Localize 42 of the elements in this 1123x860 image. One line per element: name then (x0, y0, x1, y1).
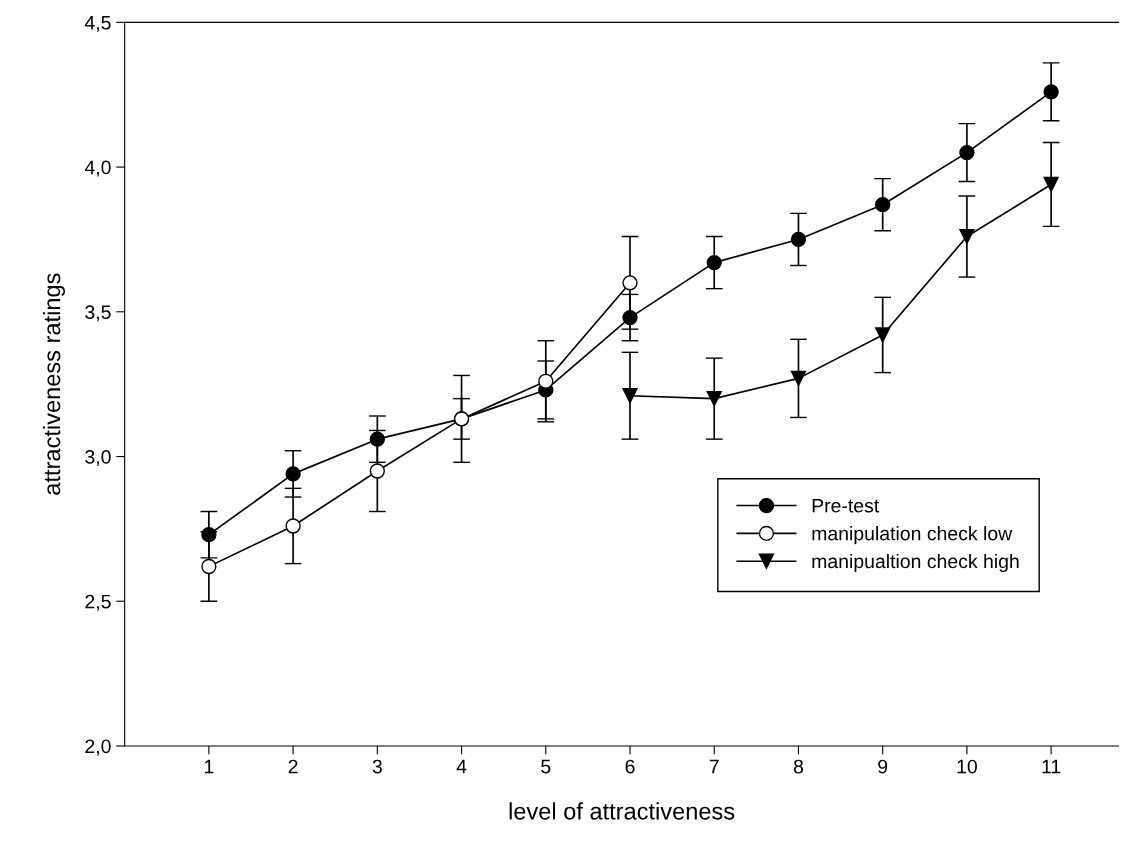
point (706, 390, 722, 407)
x-tick-label: 4 (456, 759, 467, 774)
x-tick-label: 11 (1042, 759, 1061, 774)
y-tick-label: 3,5 (85, 305, 111, 322)
x-tick-label: 9 (878, 759, 888, 774)
legend-label: manipualtion check high (812, 553, 1019, 573)
x-tick-label: 7 (709, 759, 719, 774)
x-tick-label: 10 (957, 759, 977, 774)
point (1043, 84, 1059, 100)
y-axis-title: attractiveness ratings (42, 273, 65, 495)
x-tick-label: 2 (288, 759, 298, 774)
point (622, 275, 638, 291)
point (875, 327, 891, 343)
x-tick-label: 5 (541, 759, 551, 774)
x-tick-label: 3 (372, 759, 382, 774)
point (959, 144, 975, 161)
point (959, 228, 975, 245)
x-tick-label: 8 (793, 759, 804, 774)
point (790, 231, 807, 248)
point (201, 558, 217, 575)
x-tick-label: 1 (204, 759, 214, 774)
point (1043, 176, 1059, 193)
x-axis-title: level of attractiveness (509, 802, 735, 820)
point (369, 431, 385, 447)
point (285, 518, 301, 534)
point (622, 309, 638, 326)
y-tick-label: 4,0 (84, 160, 111, 177)
legend-label: Pre-test (812, 498, 880, 513)
y-tick-label: 2,0 (85, 739, 111, 756)
y-tick-label: 3,0 (85, 449, 111, 467)
point (285, 466, 301, 482)
point (875, 197, 891, 213)
point (369, 463, 385, 479)
legend-label: manipulation check low (812, 526, 1013, 545)
y-tick-label: 4,5 (84, 16, 111, 32)
y-tick-label: 2,5 (85, 594, 111, 611)
point (790, 370, 807, 387)
point (538, 373, 554, 389)
point (201, 527, 217, 543)
point (706, 254, 722, 271)
x-tick-label: 6 (625, 759, 635, 774)
point (622, 388, 638, 404)
